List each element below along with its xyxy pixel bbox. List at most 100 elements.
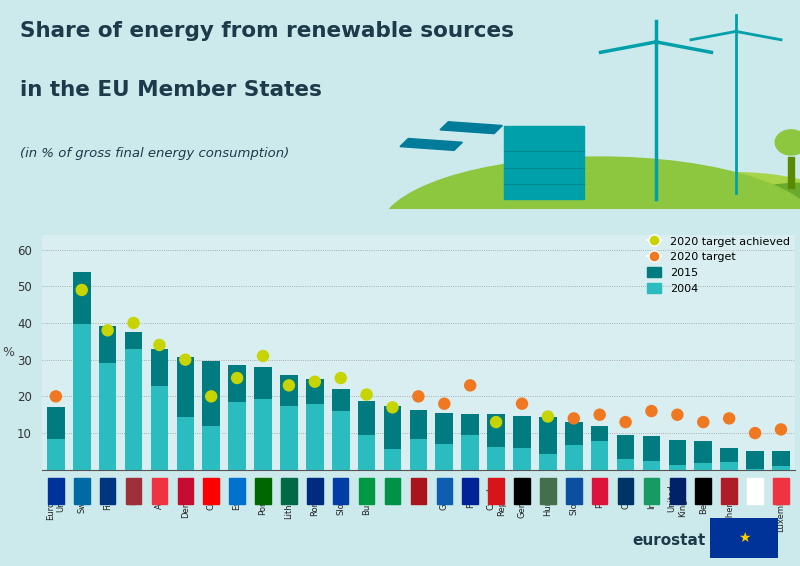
Bar: [255, 478, 270, 504]
Bar: [150, 386, 168, 470]
Bar: [514, 478, 530, 504]
Bar: [462, 435, 479, 470]
Legend: 2020 target achieved, 2020 target, 2015, 2004: 2020 target achieved, 2020 target, 2015,…: [647, 236, 790, 294]
Bar: [720, 462, 738, 470]
Bar: [747, 478, 763, 504]
Text: (in % of gross final energy consumption): (in % of gross final energy consumption): [20, 147, 290, 160]
Point: [645, 406, 658, 415]
Bar: [592, 478, 607, 504]
Bar: [47, 439, 65, 470]
Bar: [281, 478, 297, 504]
Bar: [642, 461, 660, 470]
Point: [386, 403, 399, 412]
Point: [567, 414, 580, 423]
Ellipse shape: [616, 173, 800, 267]
Bar: [746, 469, 764, 470]
Bar: [400, 139, 462, 151]
Point: [515, 399, 528, 408]
Point: [360, 390, 373, 399]
Bar: [710, 518, 778, 558]
Bar: [487, 414, 505, 470]
Bar: [487, 447, 505, 470]
Bar: [565, 422, 582, 470]
Point: [722, 414, 735, 423]
Bar: [618, 478, 634, 504]
Bar: [773, 478, 789, 504]
Bar: [358, 401, 375, 470]
Bar: [617, 435, 634, 470]
Bar: [410, 439, 427, 470]
Bar: [788, 157, 794, 188]
Bar: [772, 452, 790, 470]
Bar: [565, 445, 582, 470]
Bar: [384, 449, 402, 470]
Bar: [410, 478, 426, 504]
Bar: [358, 435, 375, 470]
Bar: [504, 126, 584, 199]
Bar: [462, 414, 479, 470]
Bar: [150, 349, 168, 470]
Point: [334, 374, 347, 383]
Bar: [642, 436, 660, 470]
Bar: [202, 361, 220, 470]
Bar: [539, 454, 557, 470]
Bar: [73, 324, 90, 470]
Point: [230, 374, 243, 383]
Bar: [435, 444, 453, 470]
Bar: [230, 478, 245, 504]
Bar: [126, 478, 142, 504]
Point: [619, 418, 632, 427]
Point: [75, 285, 88, 294]
Bar: [694, 441, 712, 470]
Bar: [99, 325, 117, 470]
Bar: [670, 478, 685, 504]
Bar: [772, 466, 790, 470]
Bar: [591, 441, 609, 470]
Point: [594, 410, 606, 419]
Point: [257, 351, 270, 361]
Bar: [566, 478, 582, 504]
Bar: [385, 478, 400, 504]
Bar: [125, 349, 142, 470]
Bar: [720, 448, 738, 470]
Bar: [152, 478, 167, 504]
Point: [309, 377, 322, 386]
Point: [412, 392, 425, 401]
Point: [102, 326, 114, 335]
Ellipse shape: [775, 130, 800, 155]
Text: Share of energy from renewable sources: Share of energy from renewable sources: [20, 21, 514, 41]
Point: [179, 355, 192, 364]
Bar: [644, 478, 659, 504]
Bar: [513, 448, 530, 470]
Point: [464, 381, 477, 390]
Bar: [462, 478, 478, 504]
Bar: [359, 478, 374, 504]
Ellipse shape: [720, 183, 800, 256]
Bar: [178, 478, 193, 504]
Bar: [228, 365, 246, 470]
Ellipse shape: [380, 157, 800, 303]
Bar: [437, 478, 452, 504]
Bar: [617, 459, 634, 470]
Bar: [74, 478, 90, 504]
Point: [282, 381, 295, 390]
Text: ★: ★: [738, 531, 750, 544]
Bar: [306, 379, 324, 470]
Point: [542, 412, 554, 421]
Y-axis label: %: %: [2, 346, 14, 359]
Bar: [306, 405, 324, 470]
Point: [438, 399, 450, 408]
Bar: [440, 122, 502, 134]
Bar: [48, 478, 64, 504]
Bar: [722, 478, 737, 504]
Bar: [280, 406, 298, 470]
Bar: [539, 417, 557, 470]
Point: [153, 341, 166, 350]
Bar: [307, 478, 322, 504]
Point: [127, 319, 140, 328]
Point: [774, 425, 787, 434]
Bar: [488, 478, 504, 504]
Bar: [203, 478, 219, 504]
Bar: [435, 413, 453, 470]
Bar: [254, 400, 272, 470]
